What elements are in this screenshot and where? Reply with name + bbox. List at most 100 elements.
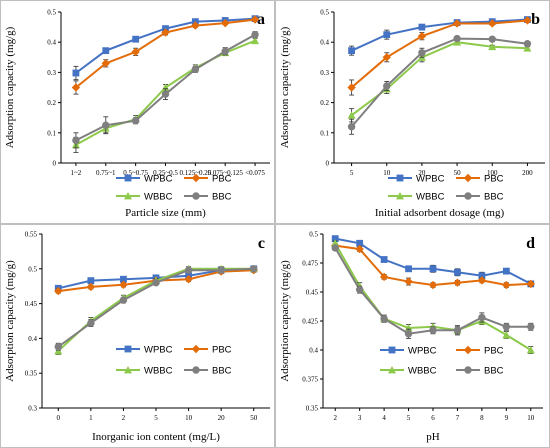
- data-point: [379, 272, 389, 282]
- series-pbc: [71, 15, 260, 95]
- data-point: [250, 265, 258, 273]
- data-point: [184, 275, 193, 284]
- y-tick-label: 0.375: [302, 376, 318, 384]
- y-tick-label: 0.4: [309, 347, 318, 355]
- data-point: [523, 40, 532, 48]
- y-tick-label: 0.55: [25, 231, 38, 239]
- legend-label: WPBC: [416, 174, 445, 185]
- data-point: [251, 30, 259, 39]
- x-tick-label: 7: [456, 414, 460, 422]
- x-tick-label: 10: [383, 169, 391, 177]
- series-wbbc: [347, 38, 532, 123]
- y-tick-label: 0.1: [320, 129, 329, 137]
- data-point: [355, 244, 364, 254]
- data-point: [72, 136, 80, 145]
- data-point: [87, 319, 95, 327]
- legend-marker: [124, 366, 132, 374]
- legend-entry-wpbc: WPBC: [116, 174, 173, 185]
- y-tick-label: 0.425: [302, 318, 318, 326]
- data-point: [152, 279, 160, 287]
- data-point: [488, 35, 496, 43]
- y-axis-label: Adsorption capacity (mg/g): [4, 260, 16, 382]
- data-point: [131, 117, 140, 125]
- legend-entry-wbbc: WBBC: [380, 366, 437, 377]
- data-point: [382, 53, 391, 62]
- panel-letter: c: [258, 235, 265, 252]
- y-tick-label: 0.3: [47, 69, 56, 77]
- data-point: [54, 343, 62, 351]
- data-point: [453, 278, 462, 287]
- data-point: [380, 314, 388, 323]
- series-pbc: [347, 16, 532, 96]
- data-point: [454, 268, 461, 276]
- legend-marker: [396, 174, 404, 182]
- x-tick-label: 0: [57, 414, 61, 422]
- data-point: [404, 277, 413, 286]
- legend-marker: [192, 366, 200, 374]
- data-point: [331, 235, 339, 243]
- data-point: [87, 277, 95, 285]
- panel-frame: [275, 0, 550, 224]
- y-tick-label: 0.4: [47, 39, 56, 47]
- y-tick-label: 0.4: [320, 39, 329, 47]
- x-tick-label: 0.075~0.125: [208, 169, 244, 177]
- data-point: [348, 47, 355, 55]
- legend-marker: [388, 346, 396, 354]
- legend-entry-pbc: PBC: [184, 174, 232, 185]
- legend-entry-wbbc: WBBC: [116, 366, 173, 377]
- data-point: [502, 323, 511, 331]
- legend-label: PBC: [484, 346, 504, 357]
- x-tick-label: 5: [407, 414, 411, 422]
- data-point: [191, 21, 200, 30]
- y-axis-label: Adsorption capacity (mg/g): [279, 260, 291, 382]
- data-point: [120, 275, 127, 283]
- x-tick-label: 4: [382, 414, 386, 422]
- data-point: [191, 65, 200, 74]
- y-tick-label: 0.5: [309, 231, 318, 239]
- data-point: [217, 266, 225, 274]
- legend-entry-bbc: BBC: [184, 366, 232, 377]
- data-point: [54, 286, 63, 296]
- legend-marker: [463, 173, 473, 183]
- series-line: [334, 247, 531, 335]
- x-tick-label: 10: [185, 414, 193, 422]
- x-tick-label: 1: [89, 414, 93, 422]
- data-point: [526, 279, 535, 289]
- data-point: [523, 44, 532, 52]
- panel-letter: b: [531, 11, 540, 28]
- x-axis-label: Particle size (mm): [125, 207, 206, 219]
- legend-label: WPBC: [144, 345, 173, 356]
- legend-marker: [463, 345, 473, 355]
- data-point: [331, 244, 339, 252]
- y-tick-label: 0.35: [306, 405, 319, 413]
- data-point: [86, 282, 96, 292]
- y-tick-label: 0.3: [320, 69, 329, 77]
- data-point: [502, 330, 511, 339]
- chart-panel-d: 0.35 0.375 0.4 0.425 0.45 0.475 0.5 2 3 4 5 6 7 8 9 10 p…: [275, 224, 550, 448]
- data-point: [418, 49, 426, 57]
- data-point: [452, 19, 462, 28]
- data-point: [184, 266, 193, 274]
- data-point: [250, 15, 260, 24]
- legend-entry-bbc: BBC: [184, 192, 232, 203]
- legend-label: WPBC: [144, 174, 173, 185]
- data-point: [119, 296, 128, 304]
- series-line: [350, 37, 528, 128]
- y-tick-label: 0.5: [320, 9, 329, 17]
- y-tick-label: 0.45: [25, 300, 38, 308]
- panel-letter: a: [257, 11, 265, 28]
- data-point: [71, 83, 81, 92]
- chart-panel-a: 0 0.1 0.2 0.3 0.4 0.5 1~2 0.75~1 0.5~0.75 0.25~0.…: [0, 0, 275, 224]
- legend-label: BBC: [484, 192, 504, 203]
- y-tick-label: 0.2: [320, 99, 329, 107]
- legend-label: WBBC: [416, 192, 445, 203]
- data-point: [526, 346, 535, 354]
- data-point: [478, 313, 486, 322]
- legend-marker: [191, 344, 201, 354]
- legend-marker: [124, 345, 132, 353]
- data-point: [383, 31, 391, 39]
- legend-entry-wpbc: WPBC: [388, 174, 445, 185]
- y-tick-label: 0.2: [47, 99, 56, 107]
- data-point: [418, 23, 426, 31]
- data-point: [417, 31, 427, 41]
